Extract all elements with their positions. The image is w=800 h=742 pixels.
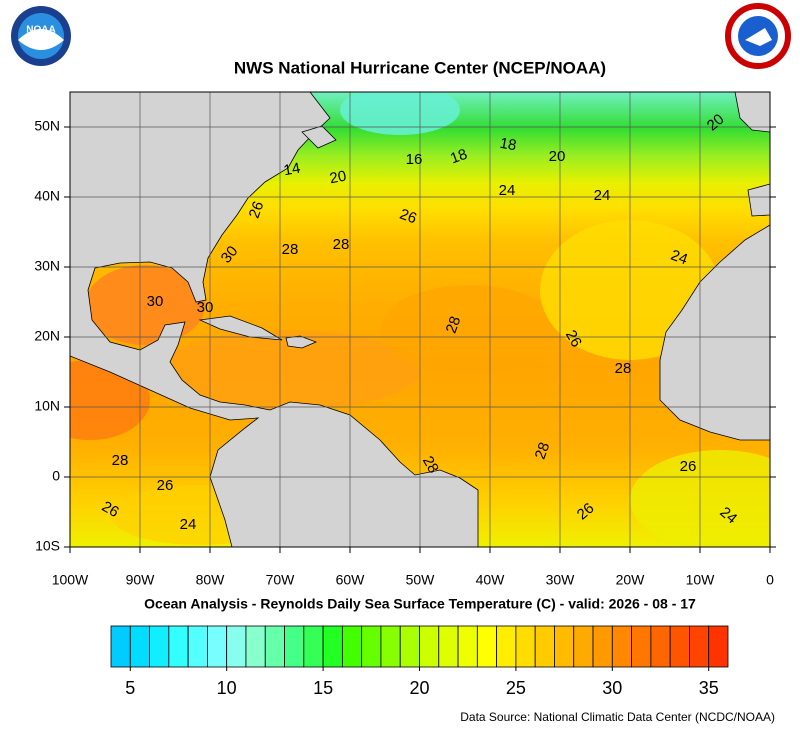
contour-label: 18 — [498, 135, 517, 155]
colorbar-box — [534, 625, 555, 668]
contour-label: 28 — [112, 452, 129, 469]
colorbar-tick-label: 30 — [602, 678, 622, 698]
colorbar-box — [708, 625, 729, 668]
y-tick-label: 50N — [34, 118, 60, 134]
colorbar-tick-label: 15 — [313, 678, 333, 698]
colorbar-box — [110, 625, 131, 668]
y-tick-label: 40N — [34, 188, 60, 204]
colorbar-box — [187, 625, 208, 668]
source: Data Source: National Climatic Data Cent… — [460, 710, 775, 724]
nws-logo — [725, 3, 791, 69]
colorbar-box — [207, 625, 228, 668]
colorbar: 5 10 15 20 25 30 35 — [110, 625, 729, 698]
colorbar-box — [419, 625, 440, 668]
colorbar-box — [129, 625, 150, 668]
colorbar-box — [149, 625, 170, 668]
x-tick-label: 100W — [52, 572, 89, 588]
contour-label: 16 — [406, 151, 423, 168]
sst-cold — [340, 92, 460, 135]
x-tick-label: 70W — [266, 572, 296, 588]
colorbar-box — [631, 625, 652, 668]
land — [70, 92, 770, 547]
colorbar-box — [284, 625, 305, 668]
colorbar-box — [669, 625, 690, 668]
x-tick-label: 90W — [126, 572, 156, 588]
contour-label: 18 — [448, 146, 469, 168]
x-tick-label: 60W — [336, 572, 366, 588]
colorbar-box — [438, 625, 459, 668]
contour-label: 26 — [397, 206, 418, 228]
contour-label: 24 — [499, 182, 516, 199]
colorbar-box — [399, 625, 420, 668]
colorbar-box — [554, 625, 575, 668]
logo-text: NOAA — [26, 25, 55, 36]
colorbar-tick-label: 35 — [699, 678, 719, 698]
colorbar-box — [226, 625, 247, 668]
colorbar-tick-label: 20 — [409, 678, 429, 698]
y-tick-label: 0 — [52, 468, 60, 484]
x-tick-label: 30W — [546, 572, 576, 588]
contour-label: 28 — [443, 314, 465, 335]
contour-label: 26 — [99, 498, 122, 521]
colorbar-box — [322, 625, 343, 668]
contour-label: 28 — [282, 241, 299, 258]
colorbar-box — [245, 625, 266, 668]
contour-label: 20 — [549, 148, 566, 165]
colorbar-box — [496, 625, 517, 668]
caption: Ocean Analysis - Reynolds Daily Sea Surf… — [144, 596, 696, 612]
colorbar-box — [380, 625, 401, 668]
colorbar-box — [573, 625, 594, 668]
title: NWS National Hurricane Center (NCEP/NOAA… — [234, 58, 606, 77]
contour-label: 26 — [157, 477, 174, 494]
colorbar-box — [457, 625, 478, 668]
contour-label: 24 — [668, 247, 689, 269]
contour-label: 28 — [419, 453, 442, 476]
contour-label: 26 — [680, 458, 697, 475]
contour-label: 26 — [246, 199, 268, 220]
y-tick-label: 30N — [34, 258, 60, 274]
grid — [70, 92, 770, 547]
contour-label: 30 — [147, 293, 164, 310]
sst-warm — [380, 285, 560, 375]
sst-warm — [160, 330, 420, 410]
x-tick-label: 50W — [406, 572, 436, 588]
contour-label: 14 — [282, 160, 301, 180]
x-tick-label: 40W — [476, 572, 506, 588]
x-tick-label: 80W — [196, 572, 226, 588]
y-tick-label: 10N — [34, 398, 60, 414]
colorbar-box — [515, 625, 536, 668]
colorbar-box — [650, 625, 671, 668]
colorbar-box — [361, 625, 382, 668]
colorbar-box — [341, 625, 363, 668]
y-tick-label: 20N — [34, 328, 60, 344]
x-tick-label: 10W — [686, 572, 716, 588]
x-tick-label: 0 — [766, 572, 774, 588]
contour-label: 24 — [180, 516, 197, 533]
colorbar-box — [592, 625, 613, 668]
colorbar-tick-label: 5 — [125, 678, 135, 698]
contour-label: 24 — [594, 187, 611, 204]
y-tick-label: 10S — [35, 538, 60, 554]
contour-label: 26 — [562, 327, 585, 350]
colorbar-box — [303, 625, 324, 668]
colorbar-box — [689, 625, 710, 668]
axes: 100W 90W 80W 70W 60W 50W 40W 30W 20W 10W 0 10S 0 10N 2… — [34, 118, 776, 588]
colorbar-box — [476, 625, 498, 668]
contour-label: 28 — [333, 236, 350, 253]
contour-label: 28 — [532, 440, 554, 461]
contour-label: 28 — [615, 360, 632, 377]
colorbar-tick-label: 10 — [217, 678, 237, 698]
colorbar-tick-label: 25 — [506, 678, 526, 698]
colorbar-box — [168, 625, 189, 668]
colorbar-box — [611, 625, 632, 668]
colorbar-box — [264, 625, 285, 668]
contour-label: 30 — [197, 299, 214, 316]
noaa-logo: NOAA — [11, 6, 71, 66]
contour-label: 20 — [328, 168, 347, 188]
x-tick-label: 20W — [616, 572, 646, 588]
